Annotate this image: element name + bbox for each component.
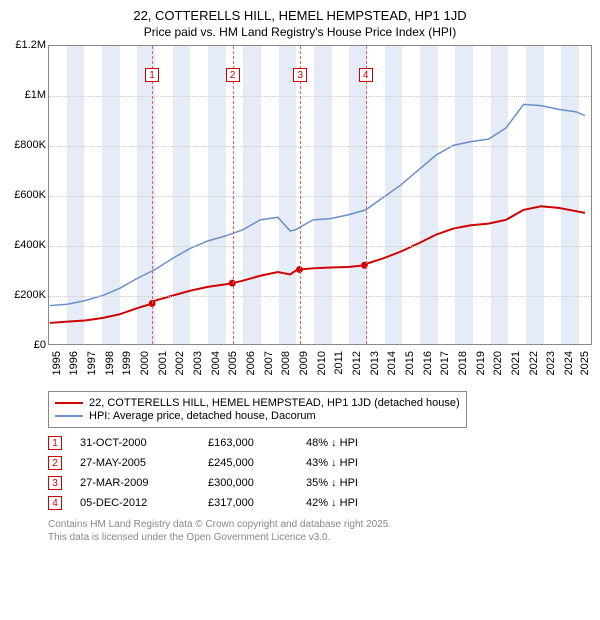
gridline xyxy=(49,196,591,197)
x-tick-label: 2025 xyxy=(579,351,591,375)
y-tick-label: £1.2M xyxy=(15,39,46,51)
sale-marker-callout: 3 xyxy=(293,68,307,82)
x-tick-label: 2010 xyxy=(316,351,328,375)
x-tick-label: 2011 xyxy=(333,351,345,375)
legend-swatch xyxy=(55,402,83,404)
x-tick-label: 2017 xyxy=(439,351,451,375)
series-price_paid xyxy=(50,206,585,323)
x-tick-label: 2023 xyxy=(545,351,557,375)
x-tick-label: 2006 xyxy=(245,351,257,375)
sale-marker-line xyxy=(300,46,301,344)
x-tick-label: 2007 xyxy=(263,351,275,375)
x-tick-label: 2014 xyxy=(386,351,398,375)
chart-svg xyxy=(49,46,591,344)
x-tick-label: 2000 xyxy=(139,351,151,375)
y-tick-label: £400K xyxy=(14,239,46,251)
x-axis-labels: 1995 1996 1997 1998 1999 2000 2001 2002 2003 2004… xyxy=(48,347,592,385)
footnote: Contains HM Land Registry data © Crown c… xyxy=(48,518,592,544)
x-tick-label: 2021 xyxy=(510,351,522,375)
sale-marker-callout: 2 xyxy=(226,68,240,82)
events-table: 1 31-OCT-2000 £163,000 48% ↓ HPI 2 27-MAY-200… xyxy=(48,436,592,510)
event-row: 1 31-OCT-2000 £163,000 48% ↓ HPI xyxy=(48,436,592,450)
chart-area: £0£200K£400K£600K£800K£1M£1.2M 1234 1995… xyxy=(8,45,592,385)
x-tick-label: 1995 xyxy=(51,351,63,375)
event-number: 2 xyxy=(48,456,62,470)
x-tick-label: 2003 xyxy=(192,351,204,375)
event-price: £245,000 xyxy=(208,457,288,469)
legend-label: 22, COTTERELLS HILL, HEMEL HEMPSTEAD, HP… xyxy=(89,397,460,409)
x-tick-label: 1999 xyxy=(121,351,133,375)
event-number: 3 xyxy=(48,476,62,490)
x-tick-label: 2013 xyxy=(369,351,381,375)
y-tick-label: £600K xyxy=(14,189,46,201)
sale-marker-callout: 1 xyxy=(145,68,159,82)
event-row: 3 27-MAR-2009 £300,000 35% ↓ HPI xyxy=(48,476,592,490)
x-tick-label: 2002 xyxy=(174,351,186,375)
x-tick-label: 2008 xyxy=(280,351,292,375)
event-date: 05-DEC-2012 xyxy=(80,497,190,509)
x-tick-label: 2004 xyxy=(210,351,222,375)
y-tick-label: £200K xyxy=(14,289,46,301)
legend-box: 22, COTTERELLS HILL, HEMEL HEMPSTEAD, HP… xyxy=(48,391,467,428)
sale-marker-callout: 4 xyxy=(359,68,373,82)
event-diff: 48% ↓ HPI xyxy=(306,437,358,449)
y-tick-label: £800K xyxy=(14,139,46,151)
x-tick-label: 2016 xyxy=(422,351,434,375)
event-price: £317,000 xyxy=(208,497,288,509)
event-diff: 43% ↓ HPI xyxy=(306,457,358,469)
event-date: 27-MAR-2009 xyxy=(80,477,190,489)
gridline xyxy=(49,146,591,147)
y-axis-labels: £0£200K£400K£600K£800K£1M£1.2M xyxy=(8,45,48,345)
event-date: 31-OCT-2000 xyxy=(80,437,190,449)
y-tick-label: £0 xyxy=(34,339,46,351)
event-row: 4 05-DEC-2012 £317,000 42% ↓ HPI xyxy=(48,496,592,510)
event-diff: 35% ↓ HPI xyxy=(306,477,358,489)
legend-swatch xyxy=(55,415,83,417)
sale-marker-dot xyxy=(361,262,368,269)
x-tick-label: 2018 xyxy=(457,351,469,375)
sale-marker-line xyxy=(152,46,153,344)
y-tick-label: £1M xyxy=(25,89,46,101)
x-tick-label: 1996 xyxy=(68,351,80,375)
x-tick-label: 2005 xyxy=(227,351,239,375)
x-tick-label: 1997 xyxy=(86,351,98,375)
sale-marker-line xyxy=(233,46,234,344)
x-tick-label: 1998 xyxy=(104,351,116,375)
gridline xyxy=(49,96,591,97)
x-tick-label: 2022 xyxy=(528,351,540,375)
plot-area: 1 2 3 4 xyxy=(48,45,592,345)
x-tick-label: 2019 xyxy=(475,351,487,375)
event-date: 27-MAY-2005 xyxy=(80,457,190,469)
event-diff: 42% ↓ HPI xyxy=(306,497,358,509)
x-tick-label: 2020 xyxy=(492,351,504,375)
gridline xyxy=(49,246,591,247)
event-price: £163,000 xyxy=(208,437,288,449)
footnote-line: This data is licensed under the Open Gov… xyxy=(48,531,592,544)
event-number: 1 xyxy=(48,436,62,450)
chart-title: 22, COTTERELLS HILL, HEMEL HEMPSTEAD, HP… xyxy=(8,8,592,23)
chart-subtitle: Price paid vs. HM Land Registry's House … xyxy=(8,25,592,39)
footnote-line: Contains HM Land Registry data © Crown c… xyxy=(48,518,592,531)
x-tick-label: 2012 xyxy=(351,351,363,375)
x-tick-label: 2009 xyxy=(298,351,310,375)
event-number: 4 xyxy=(48,496,62,510)
x-tick-label: 2015 xyxy=(404,351,416,375)
sale-marker-line xyxy=(366,46,367,344)
event-price: £300,000 xyxy=(208,477,288,489)
x-tick-label: 2024 xyxy=(563,351,575,375)
x-tick-label: 2001 xyxy=(157,351,169,375)
legend-item: 22, COTTERELLS HILL, HEMEL HEMPSTEAD, HP… xyxy=(55,397,460,409)
event-row: 2 27-MAY-2005 £245,000 43% ↓ HPI xyxy=(48,456,592,470)
series-hpi xyxy=(50,104,585,305)
legend-item: HPI: Average price, detached house, Daco… xyxy=(55,410,460,422)
gridline xyxy=(49,296,591,297)
legend-label: HPI: Average price, detached house, Daco… xyxy=(89,410,316,422)
